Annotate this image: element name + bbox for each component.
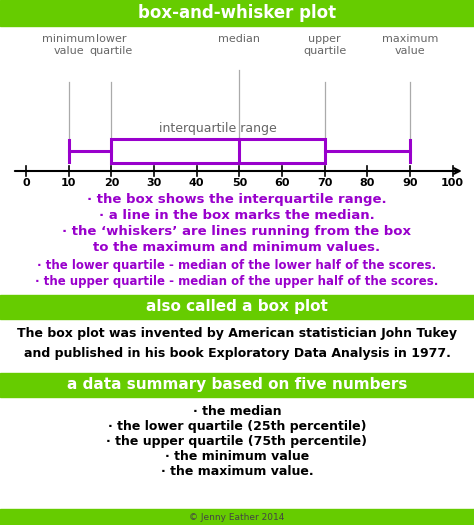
Text: The box plot was invented by American statistician John Tukey
and published in h: The box plot was invented by American st… — [17, 327, 457, 360]
Text: 40: 40 — [189, 178, 204, 188]
Text: interquartile range: interquartile range — [159, 122, 277, 135]
Text: 30: 30 — [146, 178, 162, 188]
Text: 90: 90 — [402, 178, 418, 188]
Text: © Jenny Eather 2014: © Jenny Eather 2014 — [189, 512, 285, 521]
Text: 0: 0 — [22, 178, 30, 188]
Text: · the maximum value.: · the maximum value. — [161, 465, 313, 478]
Text: to the maximum and minimum values.: to the maximum and minimum values. — [93, 241, 381, 254]
Text: median: median — [219, 34, 260, 44]
Bar — [0, 373, 474, 397]
Text: also called a box plot: also called a box plot — [146, 299, 328, 314]
Bar — [0, 295, 474, 319]
Text: · the lower quartile - median of the lower half of the scores.: · the lower quartile - median of the low… — [37, 259, 437, 272]
Text: 80: 80 — [360, 178, 375, 188]
Text: 70: 70 — [317, 178, 332, 188]
Text: · the minimum value: · the minimum value — [165, 450, 309, 463]
Text: 60: 60 — [274, 178, 290, 188]
Text: upper
quartile: upper quartile — [303, 34, 346, 56]
Text: 100: 100 — [441, 178, 464, 188]
Text: · the median: · the median — [193, 405, 281, 418]
Text: maximum
value: maximum value — [382, 34, 438, 56]
Text: · a line in the box marks the median.: · a line in the box marks the median. — [99, 209, 375, 222]
Text: · the upper quartile (75th percentile): · the upper quartile (75th percentile) — [107, 435, 367, 448]
Text: · the lower quartile (25th percentile): · the lower quartile (25th percentile) — [108, 420, 366, 433]
Bar — [0, 509, 474, 525]
Text: 50: 50 — [232, 178, 247, 188]
Text: · the upper quartile - median of the upper half of the scores.: · the upper quartile - median of the upp… — [35, 275, 439, 288]
Text: 20: 20 — [104, 178, 119, 188]
Text: minimum
value: minimum value — [42, 34, 95, 56]
Bar — [111, 139, 325, 163]
Text: box-and-whisker plot: box-and-whisker plot — [138, 4, 336, 22]
Text: a data summary based on five numbers: a data summary based on five numbers — [67, 377, 407, 393]
Text: 10: 10 — [61, 178, 76, 188]
Text: lower
quartile: lower quartile — [90, 34, 133, 56]
Text: · the ‘whiskers’ are lines running from the box: · the ‘whiskers’ are lines running from … — [63, 225, 411, 238]
Bar — [0, 0, 474, 26]
Text: · the box shows the interquartile range.: · the box shows the interquartile range. — [87, 193, 387, 206]
